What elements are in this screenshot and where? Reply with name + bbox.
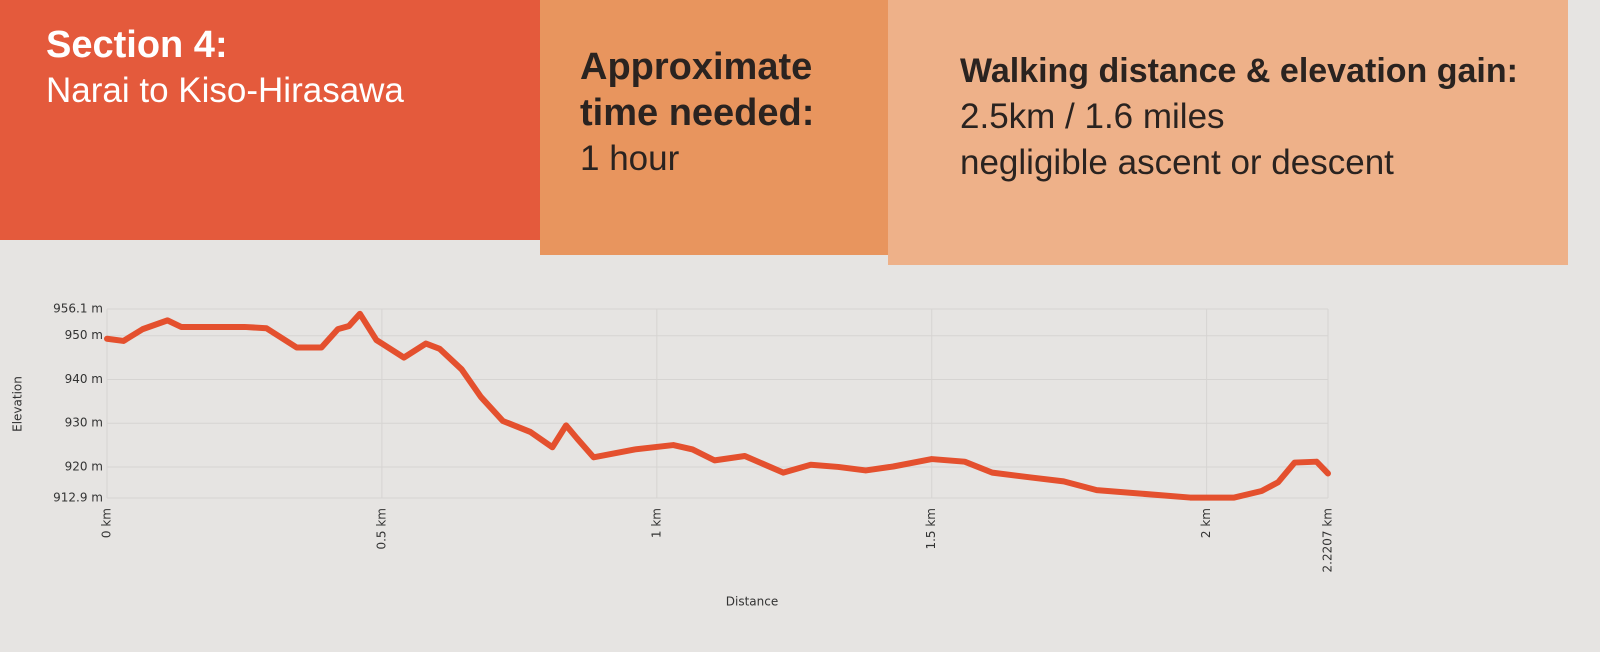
time-box: Approximate time needed: 1 hour [540,0,888,255]
y-tick-label: 912.9 m [53,491,103,505]
x-axis-label: Distance [726,595,778,609]
x-tick-label: 2.2207 km [1321,508,1335,572]
y-tick-label: 920 m [65,459,103,473]
x-tick-label: 1.5 km [924,508,938,550]
distance: 2.5km / 1.6 miles [960,97,1225,136]
time-label: Approximate time needed: [580,46,815,134]
elevation-line [104,310,1331,501]
time: 1 hour [580,139,680,178]
y-tick-label: 940 m [65,372,103,386]
y-tick-label: 950 m [65,328,103,342]
x-tick-label: 0.5 km [374,508,388,550]
elevation: negligible ascent or descent [960,143,1394,182]
distance-box: Walking distance & elevation gain: 2.5km… [888,0,1568,265]
x-tick-label: 1 km [649,508,663,538]
x-tick-label: 0 km [100,508,114,538]
distance-label: Walking distance & elevation gain: [960,52,1518,90]
x-tick-label: 2 km [1199,508,1213,538]
y-tick-label: 930 m [65,416,103,430]
y-axis-label: Elevation [11,376,25,432]
route: Narai to Kiso-Hirasawa [46,71,404,110]
section-title: Section 4: [46,24,228,66]
section-box: Section 4: Narai to Kiso-Hirasawa [0,0,540,240]
y-tick-label: 956.1 m [53,302,103,316]
